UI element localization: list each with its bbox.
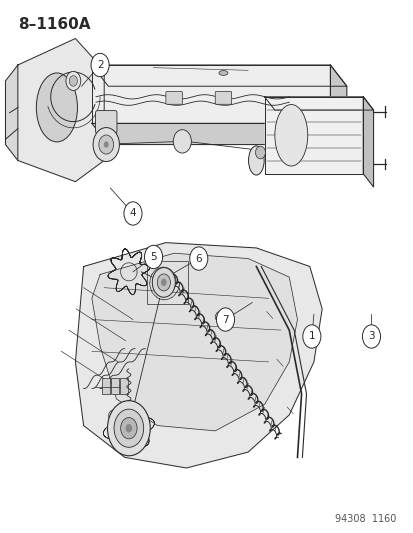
FancyBboxPatch shape xyxy=(215,92,231,104)
Circle shape xyxy=(93,127,119,161)
Text: 7: 7 xyxy=(222,314,228,325)
Text: 8–1160A: 8–1160A xyxy=(18,17,90,33)
Text: 2: 2 xyxy=(97,60,103,70)
Polygon shape xyxy=(75,243,321,468)
Polygon shape xyxy=(330,65,346,144)
FancyBboxPatch shape xyxy=(166,92,182,104)
Polygon shape xyxy=(5,65,18,160)
Ellipse shape xyxy=(218,70,228,75)
Circle shape xyxy=(66,71,81,91)
Circle shape xyxy=(157,274,170,291)
Circle shape xyxy=(123,202,142,225)
Circle shape xyxy=(114,409,143,447)
FancyBboxPatch shape xyxy=(95,111,116,133)
Polygon shape xyxy=(264,97,362,174)
Ellipse shape xyxy=(274,104,307,166)
Text: 5: 5 xyxy=(150,252,157,262)
Circle shape xyxy=(216,308,234,331)
Circle shape xyxy=(120,418,137,439)
Circle shape xyxy=(161,279,166,286)
Polygon shape xyxy=(92,65,346,86)
Circle shape xyxy=(144,245,162,269)
Polygon shape xyxy=(264,97,373,110)
Polygon shape xyxy=(92,123,346,144)
Circle shape xyxy=(255,146,265,159)
Circle shape xyxy=(99,135,114,154)
Text: 4: 4 xyxy=(129,208,136,219)
Polygon shape xyxy=(362,97,373,187)
Text: 94308  1160: 94308 1160 xyxy=(334,514,395,523)
Circle shape xyxy=(361,325,380,348)
Circle shape xyxy=(107,401,150,456)
Polygon shape xyxy=(92,253,297,431)
Circle shape xyxy=(189,247,207,270)
FancyBboxPatch shape xyxy=(111,378,119,394)
Circle shape xyxy=(152,268,175,297)
FancyBboxPatch shape xyxy=(102,378,110,394)
Ellipse shape xyxy=(248,146,263,175)
Circle shape xyxy=(302,325,320,348)
Polygon shape xyxy=(18,38,104,182)
Circle shape xyxy=(104,141,109,148)
Circle shape xyxy=(173,130,191,153)
Ellipse shape xyxy=(36,73,77,142)
FancyBboxPatch shape xyxy=(119,378,128,394)
Text: 3: 3 xyxy=(367,332,374,342)
Circle shape xyxy=(69,76,77,86)
Text: 6: 6 xyxy=(195,254,202,263)
Polygon shape xyxy=(92,65,330,123)
Circle shape xyxy=(91,53,109,77)
Text: 1: 1 xyxy=(308,332,314,342)
Circle shape xyxy=(125,424,132,432)
Ellipse shape xyxy=(215,311,231,323)
